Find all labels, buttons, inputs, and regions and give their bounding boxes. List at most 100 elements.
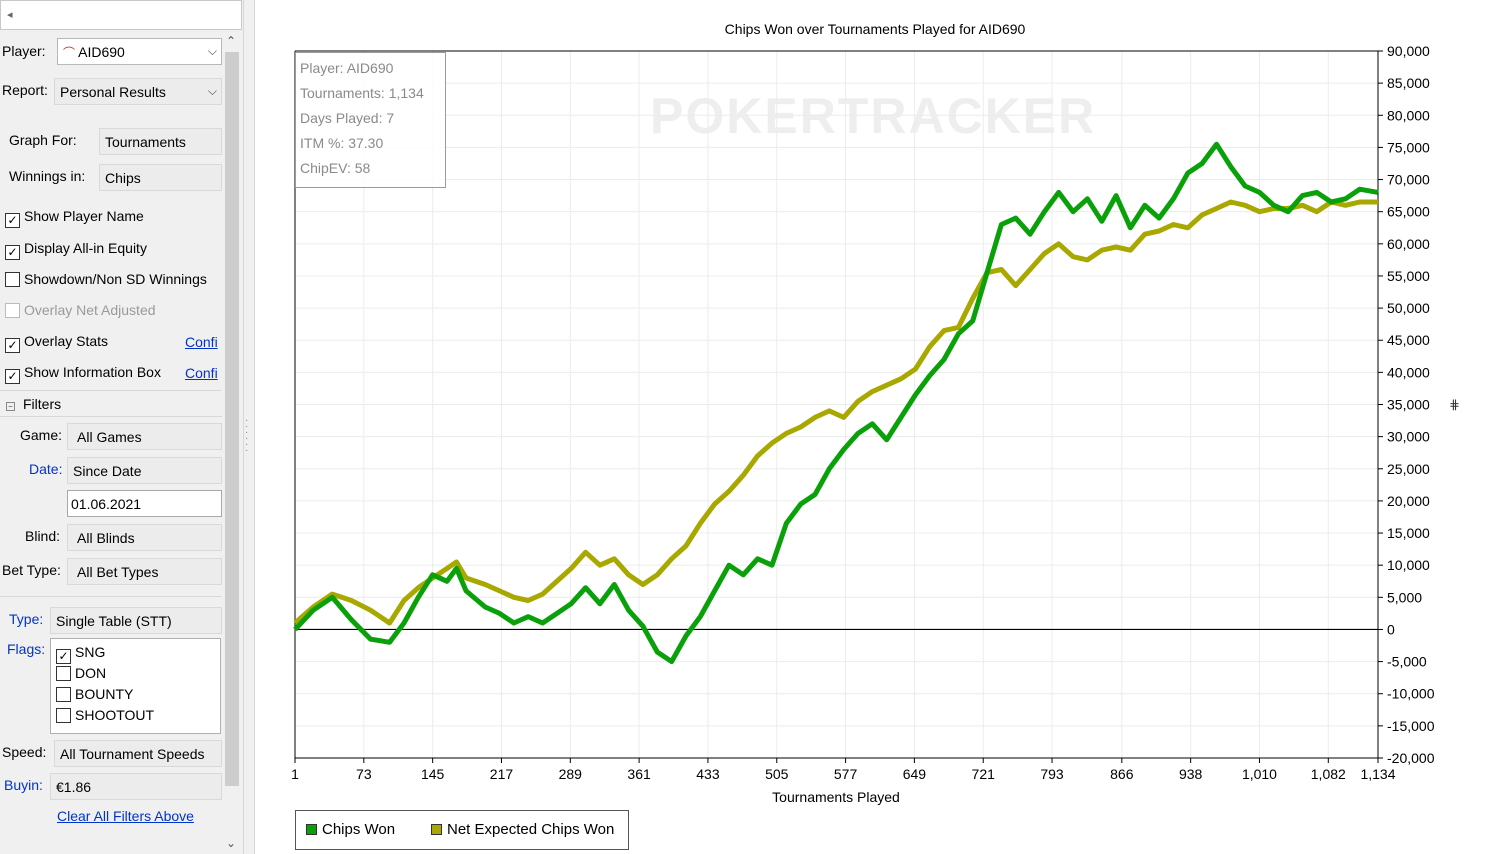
show-player-name-checkbox[interactable]: ✓ Show Player Name	[5, 208, 144, 228]
date-value: Since Date	[73, 463, 142, 479]
y-tick-label: 40,000	[1387, 364, 1430, 380]
blind-label: Blind:	[25, 528, 61, 544]
blind-select[interactable]: All Blinds	[67, 524, 222, 551]
date-label[interactable]: Date:	[29, 461, 63, 477]
buyin-label[interactable]: Buyin:	[4, 777, 43, 793]
grip-icon: · · · · · ·	[245, 415, 249, 456]
flag-label: BOUNTY	[75, 686, 134, 702]
checkbox-label: Overlay Stats	[24, 333, 109, 349]
y-tick-label: 85,000	[1387, 75, 1430, 91]
player-select[interactable]: ⌒ AID690 ⌵	[57, 38, 222, 65]
checkbox-unchecked-icon[interactable]	[56, 666, 71, 681]
report-value: Personal Results	[60, 84, 166, 100]
chevron-up-icon[interactable]: ⌃	[226, 34, 237, 48]
flags-label[interactable]: Flags:	[7, 641, 46, 657]
y-tick-label: 25,000	[1387, 461, 1430, 477]
x-tick-label: 289	[559, 766, 583, 782]
flag-label: SNG	[75, 644, 106, 660]
x-tick-label: 577	[834, 766, 858, 782]
x-axis-label: Tournaments Played	[772, 789, 900, 805]
panel-splitter[interactable]: · · · · · ·	[244, 0, 254, 854]
graph-for-select[interactable]: Tournaments	[99, 128, 222, 155]
checkbox-checked-icon[interactable]: ✓	[5, 245, 20, 260]
show-info-box-checkbox[interactable]: ✓ Show Information Box	[5, 364, 161, 384]
divider	[0, 416, 222, 417]
clear-filters-link[interactable]: Clear All Filters Above	[57, 808, 194, 824]
filter-panel: ◂ Player: ⌒ AID690 ⌵ Report: Personal Re…	[0, 0, 244, 854]
divider	[0, 596, 222, 597]
winnings-in-select[interactable]: Chips	[99, 164, 222, 191]
type-label[interactable]: Type:	[9, 611, 44, 627]
overlay-net-adjusted-checkbox: Overlay Net Adjusted	[5, 302, 156, 322]
y-tick-label: 80,000	[1387, 107, 1430, 123]
y-tick-label: 55,000	[1387, 268, 1430, 284]
y-tick-label: 45,000	[1387, 332, 1430, 348]
y-tick-label: 5,000	[1387, 589, 1422, 605]
x-tick-label: 649	[903, 766, 927, 782]
series-chips-won-line	[293, 141, 1379, 665]
checkbox-label: Overlay Net Adjusted	[24, 302, 156, 318]
chart-legend: Chips Won Net Expected Chips Won	[295, 810, 629, 850]
info-chipev: ChipEV: 58	[300, 160, 371, 176]
buyin-value: €1.86	[56, 779, 92, 795]
checkbox-unchecked-icon[interactable]	[5, 272, 20, 287]
filters-label: Filters	[23, 396, 62, 412]
buyin-select[interactable]: €1.86	[50, 773, 222, 800]
x-tick-label: 505	[765, 766, 789, 782]
checkbox-checked-icon[interactable]: ✓	[5, 213, 20, 228]
y-tick-label: -20,000	[1387, 750, 1435, 766]
x-tick-label: 217	[490, 766, 514, 782]
filters-section-header[interactable]: − Filters	[6, 396, 61, 412]
checkbox-unchecked-icon[interactable]	[56, 687, 71, 702]
scroll-left-icon[interactable]: ◂	[7, 9, 13, 21]
info-player: Player: AID690	[300, 60, 394, 76]
chevron-down-icon[interactable]: ⌄	[226, 836, 237, 850]
y-tick-label: 70,000	[1387, 172, 1430, 188]
bet-type-select[interactable]: All Bet Types	[67, 558, 222, 585]
flag-bounty-checkbox[interactable]: BOUNTY	[56, 686, 133, 702]
horizontal-scrollbar[interactable]: ◂	[0, 0, 242, 30]
report-select[interactable]: Personal Results ⌵	[54, 78, 222, 105]
scrollbar-thumb[interactable]	[225, 52, 239, 786]
x-tick-label: 721	[972, 766, 996, 782]
legend-swatch-olive	[431, 824, 442, 835]
x-tick-label: 793	[1040, 766, 1064, 782]
y-tick-label: 75,000	[1387, 139, 1430, 155]
x-tick-label: 1,134	[1360, 766, 1395, 782]
chart-watermark: POKERTRACKER	[650, 88, 1096, 144]
date-select[interactable]: Since Date	[67, 457, 222, 484]
display-allin-equity-checkbox[interactable]: ✓ Display All-in Equity	[5, 240, 147, 260]
flag-label: DON	[75, 665, 107, 681]
checkbox-checked-icon[interactable]: ✓	[5, 338, 20, 353]
x-tick-label: 361	[627, 766, 651, 782]
game-select[interactable]: All Games	[67, 423, 222, 450]
speed-select[interactable]: All Tournament Speeds	[54, 740, 222, 767]
overlay-stats-checkbox[interactable]: ✓ Overlay Stats	[5, 333, 108, 353]
date-input[interactable]: 01.06.2021	[67, 490, 222, 517]
vertical-scrollbar[interactable]: ⌃ ⌄	[222, 32, 242, 854]
chevron-down-icon: ⌵	[207, 84, 217, 98]
x-tick-label: 145	[421, 766, 445, 782]
y-tick-label: 65,000	[1387, 204, 1430, 220]
overlay-stats-config-link[interactable]: Confi	[185, 334, 218, 350]
x-tick-label: 938	[1179, 766, 1203, 782]
showdown-winnings-checkbox[interactable]: Showdown/Non SD Winnings	[5, 271, 207, 291]
checkbox-label: Show Information Box	[24, 364, 161, 380]
checkbox-checked-icon[interactable]: ✓	[5, 369, 20, 384]
legend-net-expected: Net Expected Chips Won	[431, 821, 614, 838]
winnings-in-label: Winnings in:	[9, 168, 86, 184]
player-label: Player:	[2, 43, 46, 59]
y-tick-label: 15,000	[1387, 525, 1430, 541]
bet-type-label: Bet Type:	[2, 562, 61, 578]
flag-shootout-checkbox[interactable]: SHOOTOUT	[56, 707, 154, 723]
x-tick-label: 1,010	[1242, 766, 1277, 782]
flag-don-checkbox[interactable]: DON	[56, 665, 106, 681]
winnings-in-value: Chips	[105, 170, 141, 186]
type-select[interactable]: Single Table (STT)	[50, 607, 222, 634]
info-box-config-link[interactable]: Confi	[185, 365, 218, 381]
collapse-icon[interactable]: −	[6, 402, 15, 411]
checkbox-unchecked-icon[interactable]	[56, 708, 71, 723]
checkbox-checked-icon[interactable]: ✓	[56, 649, 71, 664]
x-tick-label: 433	[696, 766, 720, 782]
flag-sng-checkbox[interactable]: ✓ SNG	[56, 644, 105, 664]
